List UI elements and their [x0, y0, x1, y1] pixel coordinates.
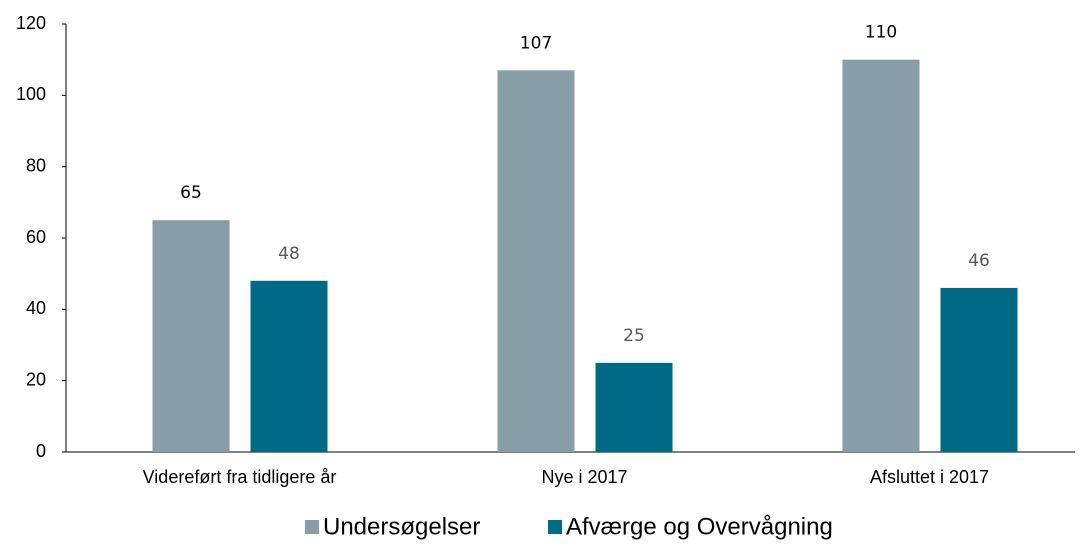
y-tick-label: 40: [26, 298, 46, 318]
x-tick-label: Videreført fra tidligere år: [143, 467, 337, 487]
bar: [250, 280, 328, 452]
bar: [940, 287, 1018, 452]
bar: [842, 59, 920, 453]
data-label: 48: [278, 244, 300, 264]
y-tick-label: 0: [36, 441, 46, 461]
bar: [152, 220, 230, 452]
bar: [595, 362, 673, 452]
legend-label: Afværge og Overvågning: [566, 513, 833, 540]
data-label: 110: [865, 23, 897, 43]
x-tick-label: Afsluttet i 2017: [870, 467, 989, 487]
bar: [497, 70, 575, 452]
data-label: 107: [520, 33, 552, 53]
y-tick-label: 80: [26, 155, 46, 175]
x-tick-label: Nye i 2017: [541, 467, 627, 487]
y-tick-label: 100: [16, 84, 46, 104]
data-label: 65: [180, 183, 202, 203]
legend-swatch: [305, 520, 319, 534]
legend-swatch: [548, 520, 562, 534]
data-label: 25: [623, 326, 645, 346]
y-tick-label: 120: [16, 13, 46, 33]
data-label: 46: [968, 251, 990, 271]
y-tick-label: 20: [26, 369, 46, 389]
y-tick-label: 60: [26, 227, 46, 247]
legend-label: Undersøgelser: [323, 513, 480, 540]
